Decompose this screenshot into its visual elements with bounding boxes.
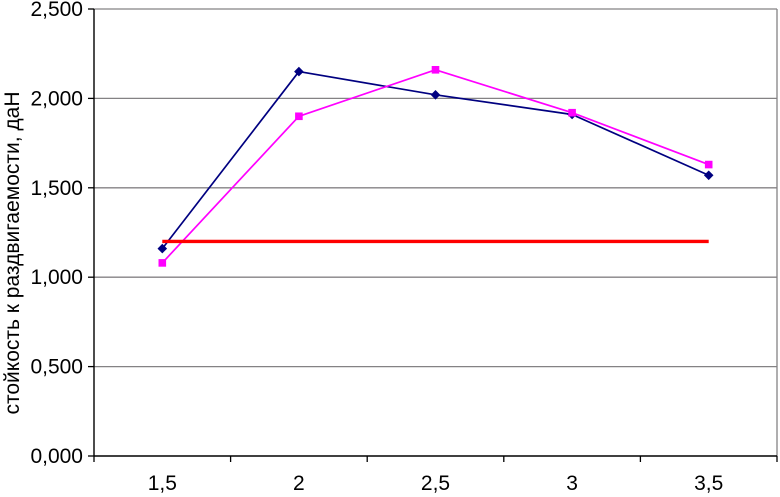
- series-layer: [157, 65, 714, 267]
- y-axis-tick-label: 0,500: [30, 356, 83, 379]
- square-marker: [431, 65, 440, 74]
- diamond-marker: [157, 243, 168, 254]
- y-axis-tick-label: 2,000: [30, 87, 83, 110]
- gridlines-layer: [94, 8, 778, 456]
- x-axis-tick-label: 2,5: [421, 472, 450, 495]
- y-axis-tick-label: 1,500: [30, 177, 83, 200]
- square-marker: [704, 160, 713, 169]
- axis-labels-layer: 0,000 0,500 1,000 1,500 2,000 2,500 1,5 2 2,5 3 3,…: [30, 0, 723, 495]
- x-axis-tick-label: 3,5: [694, 472, 723, 495]
- diamond-marker: [703, 170, 714, 181]
- x-axis-tick-label: 3: [566, 472, 578, 495]
- x-axis-tick-label: 2: [293, 472, 305, 495]
- diamond-marker: [294, 66, 304, 77]
- y-axis-tick-label: 2,500: [30, 0, 83, 21]
- y-axis-tick-label: 1,000: [30, 266, 83, 289]
- square-marker: [568, 108, 576, 117]
- square-marker: [158, 259, 167, 267]
- y-axis-title: стойкость к раздвигаемости, даН: [1, 91, 24, 414]
- x-axis-tick-label: 1,5: [148, 472, 177, 495]
- square-marker: [295, 112, 303, 121]
- y-axis-tick-label: 0,000: [30, 445, 83, 468]
- diamond-marker: [430, 90, 441, 100]
- axes-layer: [88, 8, 778, 462]
